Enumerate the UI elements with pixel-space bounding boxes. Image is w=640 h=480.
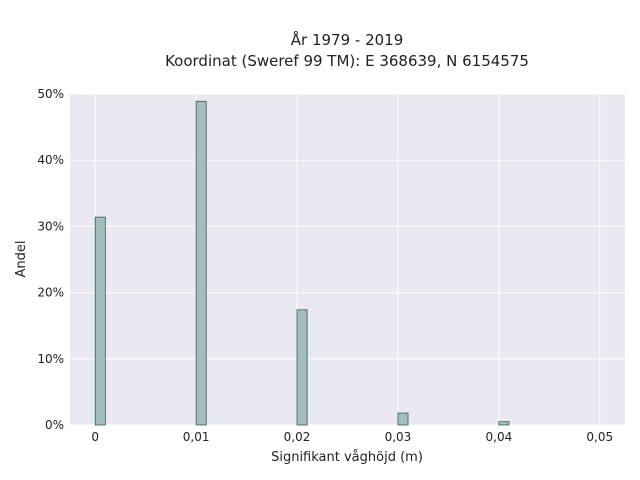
bar bbox=[195, 100, 207, 426]
bar bbox=[498, 421, 510, 426]
chart-title-line-2: Koordinat (Sweref 99 TM): E 368639, N 61… bbox=[165, 52, 529, 70]
bars bbox=[94, 100, 510, 426]
x-tick-label: 0,04 bbox=[486, 430, 513, 444]
chart-title-line-1: År 1979 - 2019 bbox=[291, 30, 404, 49]
y-tick-label: 0% bbox=[45, 418, 64, 432]
x-axis-ticks: 0 0,01 0,02 0,03 0,04 0,05 bbox=[91, 430, 613, 444]
bar bbox=[397, 412, 409, 426]
x-tick-label: 0 bbox=[91, 430, 99, 444]
x-tick-label: 0,02 bbox=[284, 430, 311, 444]
plot-area bbox=[70, 94, 625, 425]
bar bbox=[296, 309, 308, 426]
grid-lines bbox=[70, 93, 625, 426]
y-tick-label: 50% bbox=[37, 87, 64, 101]
x-tick-label: 0,05 bbox=[586, 430, 613, 444]
y-tick-label: 10% bbox=[37, 352, 64, 366]
bar bbox=[94, 216, 106, 426]
y-axis-ticks: 0% 10% 20% 30% 40% 50% bbox=[37, 87, 64, 432]
y-axis-label: Andel bbox=[14, 241, 29, 278]
y-tick-label: 30% bbox=[37, 219, 64, 233]
x-tick-label: 0,01 bbox=[183, 430, 210, 444]
x-axis-label: Signifikant våghöjd (m) bbox=[271, 450, 423, 465]
chart-title: År 1979 - 2019 Koordinat (Sweref 99 TM): … bbox=[165, 30, 529, 70]
y-tick-label: 40% bbox=[37, 153, 64, 167]
x-tick-label: 0,03 bbox=[385, 430, 412, 444]
y-tick-label: 20% bbox=[37, 286, 64, 300]
